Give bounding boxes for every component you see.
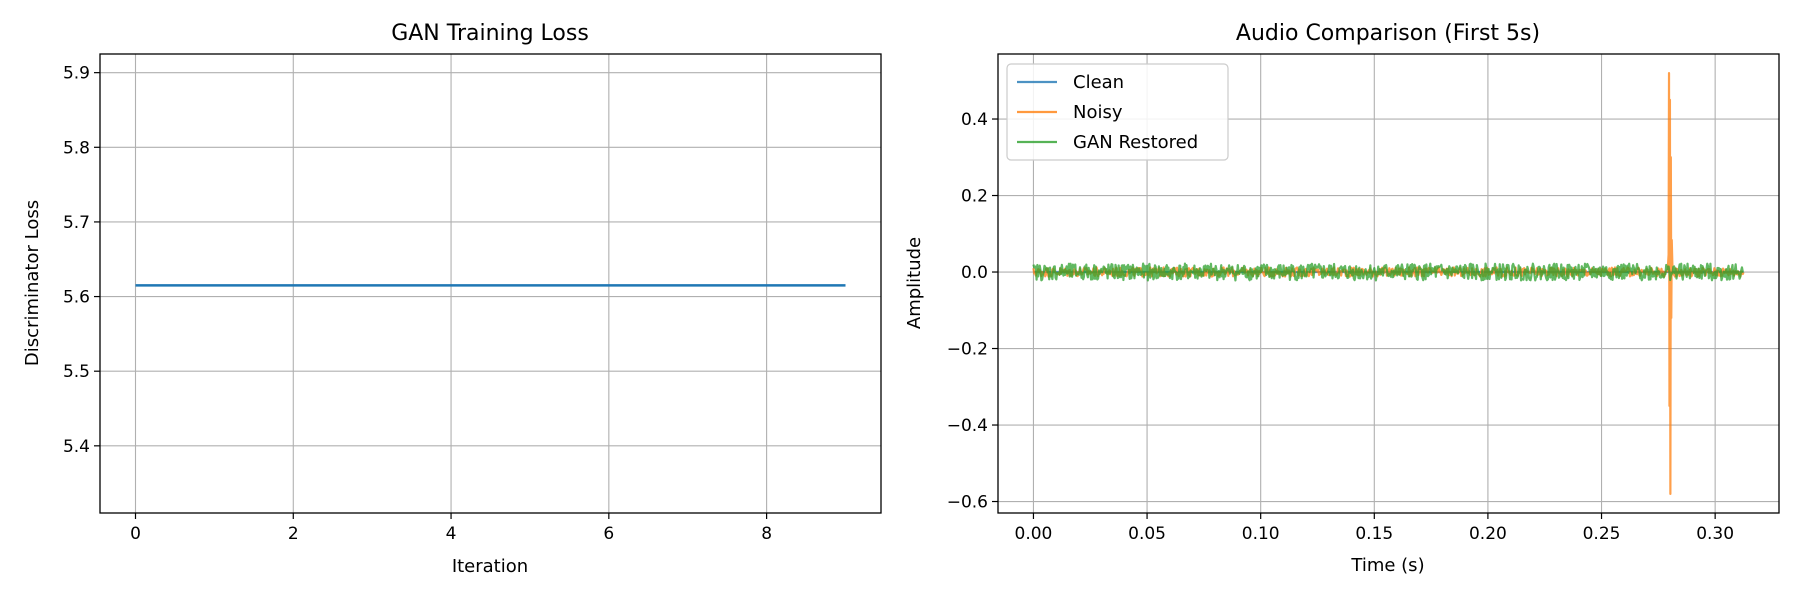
x-tick-label: 0 — [130, 524, 141, 544]
y-tick-label: 5.5 — [63, 362, 90, 382]
y-tick-label: 0.2 — [961, 187, 988, 207]
x-tick-label: 6 — [603, 524, 614, 544]
y-tick-label: 0.4 — [961, 110, 988, 130]
x-tick-label: 0.10 — [1242, 524, 1280, 544]
legend-label: Noisy — [1073, 102, 1123, 123]
x-tick-label: 0.25 — [1583, 524, 1621, 544]
grid — [100, 54, 881, 513]
chart-title: GAN Training Loss — [391, 21, 589, 46]
y-tick-label: 0.0 — [961, 263, 988, 283]
ticks: 0.00 0.05 0.10 0.15 0.20 0.25 0.30 −0.6 −0.4 −0.2… — [947, 110, 1734, 544]
chart-title: Audio Comparison (First 5s) — [1236, 21, 1540, 46]
legend: Clean Noisy GAN Restored — [1006, 63, 1229, 161]
y-axis-label: Discriminator Loss — [22, 200, 43, 366]
axes-frame — [99, 53, 882, 514]
legend-box — [1006, 63, 1229, 161]
plot-area — [1032, 72, 1745, 495]
x-tick-label: 0.00 — [1015, 524, 1053, 544]
ticks: 0 2 4 6 8 5.4 5.5 5.6 5.7 5.8 5.9 — [63, 64, 772, 544]
axes-frame — [997, 53, 1780, 514]
x-tick-label: 0.05 — [1128, 524, 1166, 544]
x-tick-label: 0.15 — [1355, 524, 1393, 544]
x-axis-label: Time (s) — [1350, 555, 1424, 576]
loss-chart: GAN Training Loss 0 2 4 6 8 5.4 5.5 5.6 5.7 5.8 5.… — [22, 21, 882, 577]
y-tick-label: 5.4 — [63, 437, 90, 457]
x-tick-label: 4 — [446, 524, 457, 544]
legend-label: GAN Restored — [1073, 132, 1198, 153]
audio-chart: Audio Comparison (First 5s) 0.00 0.05 0.10… — [904, 21, 1780, 576]
legend-label: Clean — [1073, 72, 1124, 93]
x-tick-label: 8 — [761, 524, 772, 544]
y-tick-label: −0.2 — [947, 340, 988, 360]
y-tick-label: 5.7 — [63, 213, 90, 233]
y-axis-label: Amplitude — [904, 237, 925, 329]
y-tick-label: 5.9 — [63, 64, 90, 84]
x-tick-label: 2 — [288, 524, 299, 544]
x-tick-label: 0.20 — [1469, 524, 1507, 544]
series-gan-restored — [1032, 262, 1744, 282]
y-tick-label: −0.6 — [947, 493, 988, 513]
y-tick-label: 5.8 — [63, 138, 90, 158]
x-axis-label: Iteration — [452, 556, 528, 577]
x-tick-label: 0.30 — [1696, 524, 1734, 544]
y-tick-label: 5.6 — [63, 288, 90, 308]
y-tick-label: −0.4 — [947, 416, 988, 436]
